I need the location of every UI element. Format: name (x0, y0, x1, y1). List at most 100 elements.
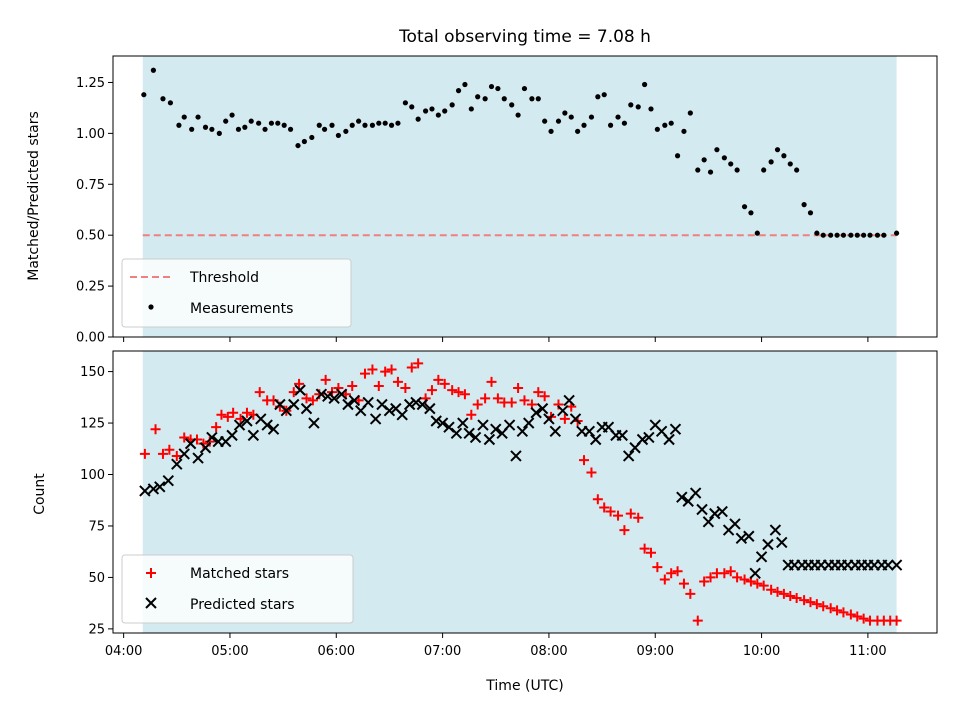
measurement-point (316, 122, 322, 128)
predicted-star-point (762, 538, 774, 551)
matched-star-point (672, 566, 683, 577)
matched-star-point (459, 389, 470, 400)
measurement-point (335, 132, 342, 139)
matched-star-point (659, 574, 670, 585)
predicted-star-point (184, 437, 197, 450)
matched-star-point (858, 613, 869, 624)
x-tick-label: 07:00 (424, 644, 461, 659)
measurement-point (449, 102, 455, 108)
matched-star-point (433, 374, 444, 385)
measurement-point (728, 161, 734, 167)
predicted-star-point (676, 491, 688, 503)
matched-star-point (413, 358, 424, 369)
measurement-point (581, 122, 587, 128)
predicted-star-point (147, 483, 160, 495)
matched-star-point (513, 383, 524, 394)
predicted-star-point (622, 450, 635, 462)
predicted-star-point (199, 442, 212, 454)
measurement-point (668, 120, 674, 126)
matched-star-point (619, 525, 630, 536)
matched-star-point (592, 494, 603, 505)
measurement-point (687, 110, 693, 116)
bottom-legend-box (121, 554, 354, 624)
matched-star-point (719, 568, 730, 579)
matched-star-point (818, 601, 829, 612)
matched-star-point (439, 378, 450, 389)
measurement-point (356, 118, 362, 124)
measurement-point (840, 232, 847, 238)
predicted-star-point (503, 419, 516, 431)
predicted-star-point (636, 433, 649, 446)
measurement-point (435, 112, 441, 118)
measurement-point (881, 232, 887, 238)
measurement-point (568, 114, 574, 120)
measurement-point (695, 167, 701, 173)
measurement-point (268, 120, 275, 126)
measurement-point (150, 67, 157, 73)
matched-star-point (845, 609, 856, 620)
measurement-point (321, 126, 328, 132)
matched-star-point (486, 376, 497, 387)
bottom-legend: Matched stars Predicted stars (121, 554, 354, 624)
measurement-point (495, 85, 501, 92)
matched-star-point (139, 448, 150, 459)
legend-matched-swatch (146, 568, 156, 578)
matched-star-point (805, 597, 816, 608)
predicted-star-point (490, 423, 502, 435)
predicted-star-point (583, 425, 596, 437)
measurement-point (488, 83, 495, 90)
measurement-point (648, 106, 654, 112)
predicted-star-point (557, 404, 569, 417)
matched-star-point (506, 397, 517, 408)
measurement-point (482, 96, 488, 102)
measurement-point (415, 116, 421, 122)
predicted-star-point (416, 398, 429, 411)
x-axis-label: Time (UTC) (485, 678, 563, 694)
predicted-star-point (643, 431, 655, 444)
matched-star-point (211, 422, 222, 433)
measurement-point (774, 147, 781, 153)
measurement-point (402, 100, 408, 106)
matched-star-point (533, 387, 544, 398)
predicted-star-point (247, 429, 260, 442)
legend-threshold-label: Threshold (189, 270, 259, 286)
measurement-point (160, 96, 166, 102)
predicted-star-point (436, 417, 449, 429)
measurement-point (369, 122, 376, 128)
matched-star-point (164, 444, 175, 455)
matched-star-point (613, 510, 624, 521)
measurement-point (287, 126, 294, 132)
measurement-point (349, 122, 355, 128)
predicted-star-point (300, 402, 313, 415)
predicted-star-point (383, 404, 396, 417)
matched-star-point (453, 387, 464, 398)
matched-star-point (216, 409, 227, 420)
measurement-point (542, 118, 548, 124)
top-axes-frame (112, 55, 938, 338)
predicted-star-point (663, 433, 675, 446)
y-tick-label: 125 (80, 417, 105, 432)
measurement-point (509, 102, 515, 108)
measurement-point (281, 122, 287, 128)
measurement-point (309, 134, 315, 141)
predicted-star-point (342, 398, 354, 411)
matched-star-point (605, 506, 616, 517)
x-tick-label: 04:00 (105, 644, 142, 659)
predicted-star-point (424, 402, 436, 415)
measurement-point (242, 124, 248, 130)
top-ylabel: Matched/Predicted stars (26, 111, 42, 281)
predicted-star-point (328, 392, 340, 405)
matched-star-point (466, 409, 477, 420)
matched-star-point (685, 588, 696, 599)
matched-star-point (380, 366, 391, 377)
measurement-point (521, 85, 528, 92)
measurement-point (621, 120, 628, 126)
measurement-point (893, 230, 900, 236)
measurement-point (362, 122, 368, 128)
predicted-star-point (716, 505, 728, 518)
measurement-point (388, 122, 395, 128)
matched-star-point (599, 502, 610, 513)
measurement-point (235, 126, 242, 132)
measurement-point (781, 153, 787, 159)
x-tick-label: 06:00 (318, 644, 355, 659)
